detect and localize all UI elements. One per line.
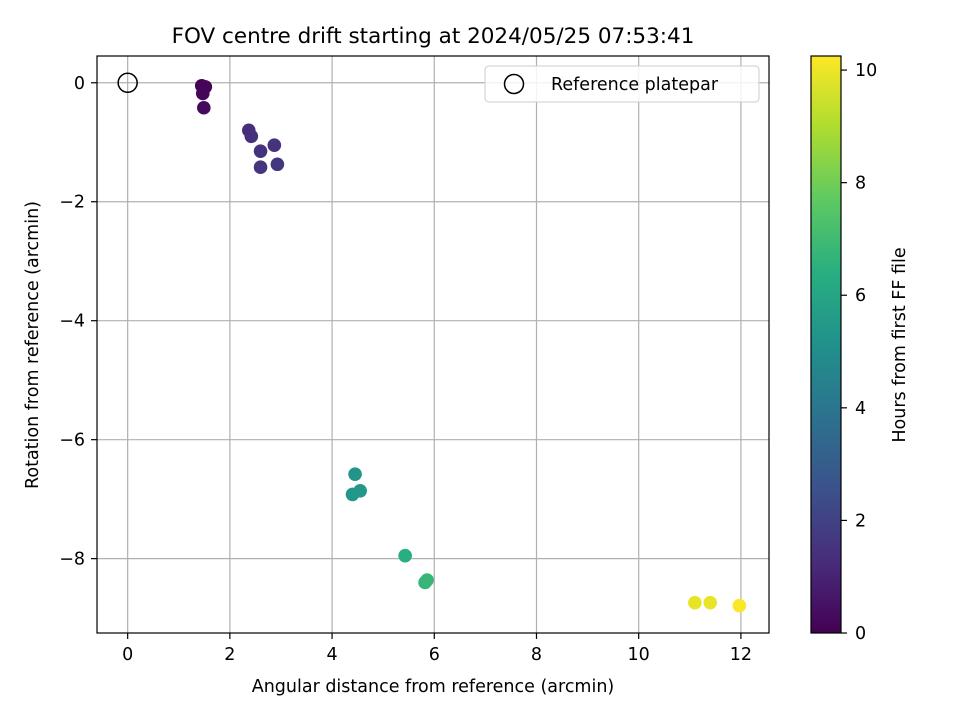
x-tick-label: 0	[122, 645, 133, 665]
x-tick-label: 2	[224, 645, 235, 665]
legend-marker-icon	[503, 73, 525, 95]
data-point	[348, 467, 362, 481]
x-axis-ticks: 0 2 4 6 8 10 12	[122, 633, 752, 665]
data-point	[420, 573, 434, 587]
x-tick-label: 12	[730, 645, 752, 665]
legend: Reference platepar	[484, 65, 760, 103]
y-tick-label: −8	[59, 550, 85, 570]
colorbar-tick-label: 6	[855, 286, 866, 306]
colorbar: 0 2 4 6 8 10 Hours from first FF file	[810, 55, 910, 644]
data-point	[270, 157, 285, 172]
colorbar-ticks: 0 2 4 6 8 10	[841, 61, 877, 644]
plot-frame	[96, 55, 770, 634]
data-point	[253, 160, 268, 175]
colorbar-label: Hours from first FF file	[890, 247, 910, 442]
data-point	[253, 144, 268, 158]
data-point	[688, 595, 702, 610]
y-tick-label: −6	[59, 431, 85, 451]
data-point	[353, 484, 367, 498]
y-tick-label: 0	[74, 74, 85, 94]
colorbar-frame	[810, 55, 842, 634]
x-tick-label: 8	[531, 645, 542, 665]
colorbar-tick-label: 10	[855, 61, 877, 81]
colorbar-tick-label: 2	[855, 511, 866, 531]
colorbar-tick-label: 0	[855, 624, 866, 644]
data-points	[194, 78, 747, 613]
y-axis-ticks: 0 −2 −4 −6 −8	[59, 74, 97, 570]
legend-label-reference: Reference platepar	[551, 75, 719, 95]
legend-box	[484, 65, 760, 103]
x-tick-label: 4	[327, 645, 338, 665]
data-point	[195, 86, 210, 101]
data-point	[197, 100, 211, 115]
data-point	[732, 598, 747, 613]
x-tick-label: 10	[628, 645, 650, 665]
colorbar-tick-label: 8	[855, 174, 866, 194]
colorbar-tick-label: 4	[855, 399, 866, 419]
data-point	[398, 548, 412, 563]
grid-lines	[97, 56, 769, 633]
chart-title: FOV centre drift starting at 2024/05/25 …	[172, 24, 695, 49]
x-axis-label: Angular distance from reference (arcmin)	[252, 677, 615, 697]
data-point	[244, 129, 259, 144]
y-tick-label: −4	[59, 312, 85, 332]
y-tick-label: −2	[59, 193, 85, 213]
y-axis-label: Rotation from reference (arcmin)	[23, 201, 43, 489]
reference-marker	[117, 72, 138, 94]
x-tick-label: 6	[429, 645, 440, 665]
colorbar-gradient	[811, 56, 841, 633]
data-point	[703, 595, 718, 610]
data-point	[267, 138, 282, 153]
